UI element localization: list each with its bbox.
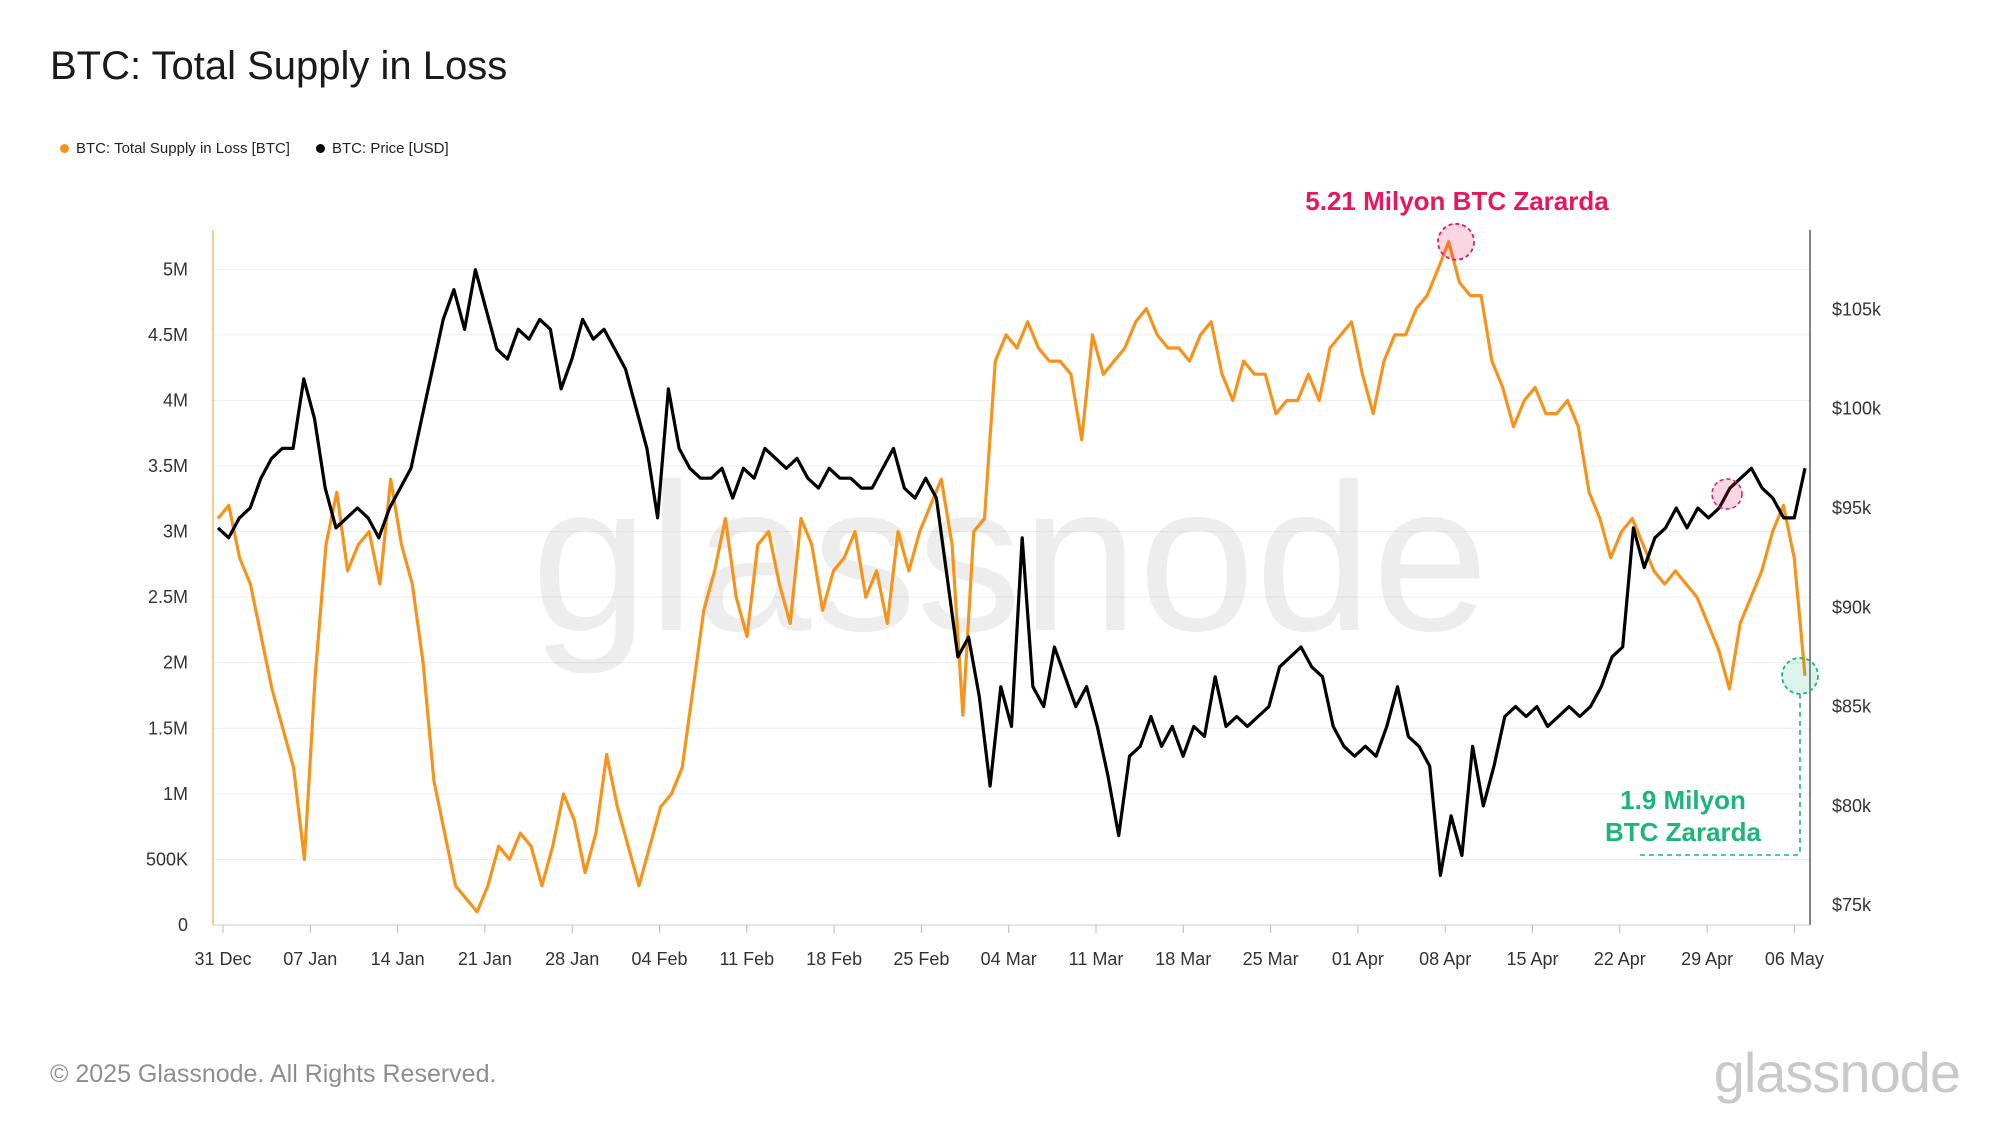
x-tick-label: 18 Mar xyxy=(1155,949,1211,969)
x-tick-label: 06 May xyxy=(1765,949,1824,969)
series-line-price xyxy=(216,268,1807,878)
x-tick-label: 28 Jan xyxy=(545,949,599,969)
y-right-tick-label: $90k xyxy=(1832,597,1872,617)
legend-label-supply: BTC: Total Supply in Loss [BTC] xyxy=(76,140,290,157)
x-tick-label: 22 Apr xyxy=(1594,949,1646,969)
annotation-peak-label: 5.21 Milyon BTC Zararda xyxy=(1305,186,1609,216)
legend-item-supply[interactable]: BTC: Total Supply in Loss [BTC] xyxy=(60,140,290,157)
y-left-tick-label: 4.5M xyxy=(148,325,188,345)
y-left-tick-label: 2.5M xyxy=(148,587,188,607)
annotation-price-marker xyxy=(1711,478,1743,510)
y-right-tick-label: $100k xyxy=(1832,399,1882,419)
y-left-tick-label: 1M xyxy=(163,784,188,804)
y-left-tick-label: 3.5M xyxy=(148,456,188,476)
y-right-tick-label: $95k xyxy=(1832,498,1872,518)
x-tick-label: 04 Mar xyxy=(981,949,1037,969)
x-tick-label: 01 Apr xyxy=(1332,949,1384,969)
annotation-low-marker xyxy=(1781,656,1819,695)
y-right-tick-label: $75k xyxy=(1832,895,1872,915)
annotation-low-label-line2: BTC Zararda xyxy=(1605,817,1762,847)
x-tick-label: 18 Feb xyxy=(806,949,862,969)
axes: 0 500K 1M 1.5M 2M 2.5M 3M 3.5M 4M 4.5M 5M $75k $80k $… xyxy=(146,230,1882,969)
watermark: glassnode xyxy=(531,440,1488,675)
y-left-tick-label: 4M xyxy=(163,390,188,410)
x-tick-label: 25 Mar xyxy=(1243,949,1299,969)
x-tick-label: 21 Jan xyxy=(458,949,512,969)
x-tick-label: 31 Dec xyxy=(194,949,251,969)
legend-swatch-price xyxy=(315,144,325,153)
series-line-supply-in-loss xyxy=(216,240,1807,914)
y-left-tick-label: 2M xyxy=(163,653,188,673)
legend-swatch-supply xyxy=(60,144,69,153)
x-tick-label: 29 Apr xyxy=(1681,949,1733,969)
y-right-tick-label: $85k xyxy=(1832,697,1872,717)
legend-label-price: BTC: Price [USD] xyxy=(331,140,449,157)
y-left-tick-label: 5M xyxy=(163,259,188,279)
x-tick-label: 14 Jan xyxy=(371,949,425,969)
x-tick-label: 08 Apr xyxy=(1419,949,1471,969)
y-right-tick-label: $80k xyxy=(1832,796,1872,816)
x-tick-label: 07 Jan xyxy=(283,949,337,969)
y-left-tick-label: 500K xyxy=(146,849,188,869)
annotation-peak-marker xyxy=(1437,222,1475,261)
y-left-tick-label: 0 xyxy=(178,915,188,935)
y-right-tick-label: $105k xyxy=(1832,299,1882,319)
y-left-tick-label: 1.5M xyxy=(148,718,188,738)
x-tick-label: 25 Feb xyxy=(893,949,949,969)
y-left-tick-label: 3M xyxy=(163,522,188,542)
legend: BTC: Total Supply in Loss [BTC] BTC: Pri… xyxy=(60,140,449,157)
chart-title: BTC: Total Supply in Loss xyxy=(50,44,508,88)
series-layer xyxy=(216,240,1807,914)
brand-logo: glassnode xyxy=(1713,1041,1961,1104)
legend-item-price[interactable]: BTC: Price [USD] xyxy=(315,140,449,157)
x-tick-label: 04 Feb xyxy=(631,949,687,969)
copyright-footer: © 2025 Glassnode. All Rights Reserved. xyxy=(50,1060,497,1088)
x-tick-label: 15 Apr xyxy=(1506,949,1558,969)
gridlines xyxy=(213,268,1810,926)
x-tick-label: 11 Mar xyxy=(1069,949,1124,969)
annotation-low-label-line1: 1.9 Milyon xyxy=(1620,785,1746,815)
x-tick-label: 11 Feb xyxy=(719,949,774,969)
